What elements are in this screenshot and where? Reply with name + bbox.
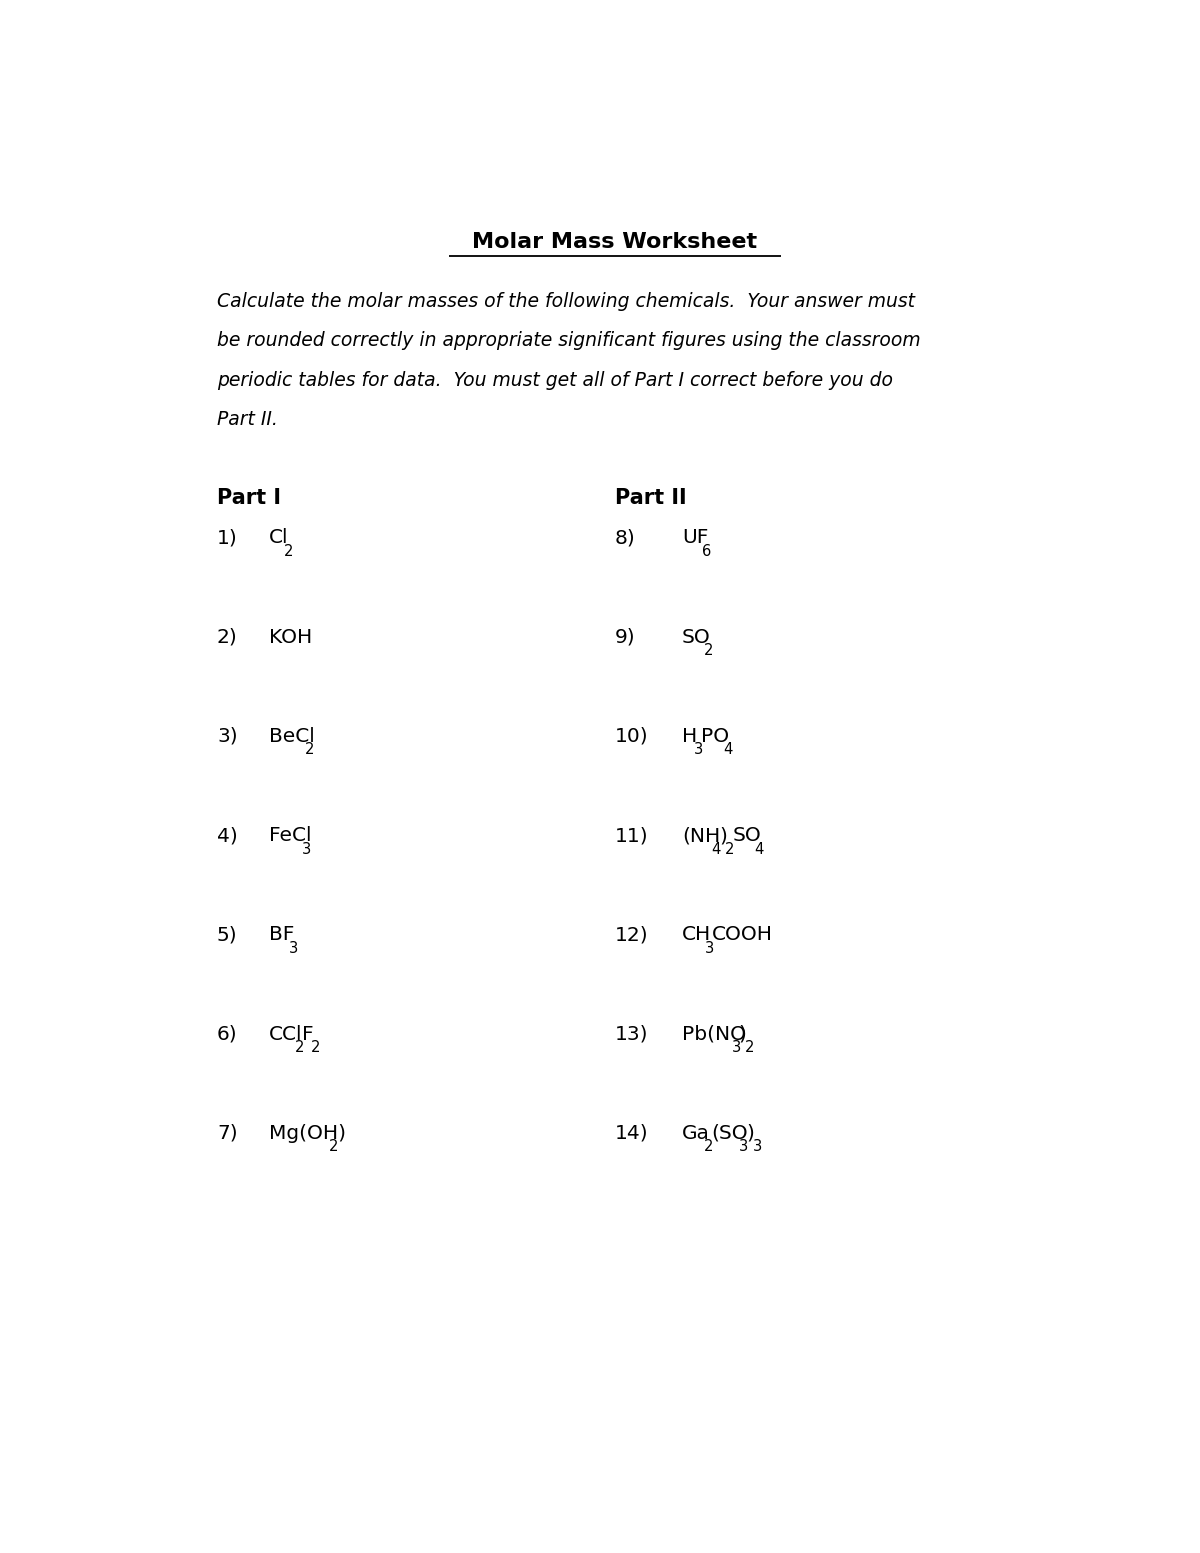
Text: COOH: COOH — [712, 926, 773, 944]
Text: 11): 11) — [616, 826, 649, 845]
Text: 9): 9) — [616, 627, 636, 646]
Text: 10): 10) — [616, 727, 649, 745]
Text: be rounded correctly in appropriate significant figures using the classroom: be rounded correctly in appropriate sign… — [217, 331, 920, 349]
Text: 2: 2 — [703, 1140, 713, 1154]
Text: KOH: KOH — [269, 627, 312, 646]
Text: Calculate the molar masses of the following chemicals.  Your answer must: Calculate the molar masses of the follow… — [217, 292, 914, 311]
Text: CH: CH — [682, 926, 712, 944]
Text: periodic tables for data.  You must get all of Part I correct before you do: periodic tables for data. You must get a… — [217, 371, 893, 390]
Text: 14): 14) — [616, 1124, 649, 1143]
Text: 4: 4 — [722, 742, 732, 758]
Text: 13): 13) — [616, 1025, 648, 1044]
Text: 3: 3 — [739, 1140, 749, 1154]
Text: Part II.: Part II. — [217, 410, 278, 429]
Text: UF: UF — [682, 528, 708, 547]
Text: 6): 6) — [217, 1025, 238, 1044]
Text: 3): 3) — [217, 727, 238, 745]
Text: BeCl: BeCl — [269, 727, 314, 745]
Text: 2): 2) — [217, 627, 238, 646]
Text: 3: 3 — [752, 1140, 762, 1154]
Text: BF: BF — [269, 926, 294, 944]
Text: 2: 2 — [745, 1041, 755, 1054]
Text: H: H — [682, 727, 697, 745]
Text: SO: SO — [732, 826, 761, 845]
Text: 4: 4 — [712, 842, 721, 857]
Text: 2: 2 — [311, 1041, 320, 1054]
Text: FeCl: FeCl — [269, 826, 312, 845]
Text: 12): 12) — [616, 926, 649, 944]
Text: (SO: (SO — [710, 1124, 748, 1143]
Text: 8): 8) — [616, 528, 636, 547]
Text: CCl: CCl — [269, 1025, 302, 1044]
Text: Mg(OH): Mg(OH) — [269, 1124, 346, 1143]
Text: (NH: (NH — [682, 826, 720, 845]
Text: 2: 2 — [725, 842, 734, 857]
Text: 4: 4 — [755, 842, 764, 857]
Text: 2: 2 — [329, 1140, 338, 1154]
Text: 6: 6 — [702, 544, 712, 559]
Text: Part I: Part I — [217, 488, 281, 508]
Text: Part II: Part II — [616, 488, 686, 508]
Text: 2: 2 — [305, 742, 314, 758]
Text: F: F — [302, 1025, 314, 1044]
Text: ): ) — [746, 1124, 755, 1143]
Text: 2: 2 — [704, 643, 714, 658]
Text: 3: 3 — [694, 742, 703, 758]
Text: 3: 3 — [704, 941, 714, 957]
Text: 3: 3 — [732, 1041, 740, 1054]
Text: 2: 2 — [284, 544, 294, 559]
Text: 3: 3 — [302, 842, 311, 857]
Text: 1): 1) — [217, 528, 238, 547]
Text: 2: 2 — [295, 1041, 305, 1054]
Text: ): ) — [739, 1025, 746, 1044]
Text: PO: PO — [701, 727, 730, 745]
Text: Cl: Cl — [269, 528, 288, 547]
Text: ): ) — [719, 826, 727, 845]
Text: Ga: Ga — [682, 1124, 710, 1143]
Text: SO: SO — [682, 627, 710, 646]
Text: 7): 7) — [217, 1124, 238, 1143]
Text: 3: 3 — [289, 941, 298, 957]
Text: 5): 5) — [217, 926, 238, 944]
Text: Pb(NO: Pb(NO — [682, 1025, 746, 1044]
Text: Molar Mass Worksheet: Molar Mass Worksheet — [473, 231, 757, 252]
Text: 4): 4) — [217, 826, 238, 845]
